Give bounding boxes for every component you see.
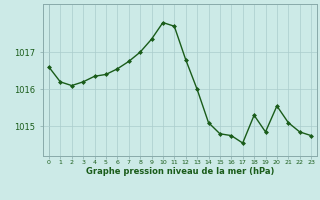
X-axis label: Graphe pression niveau de la mer (hPa): Graphe pression niveau de la mer (hPa) (86, 167, 274, 176)
